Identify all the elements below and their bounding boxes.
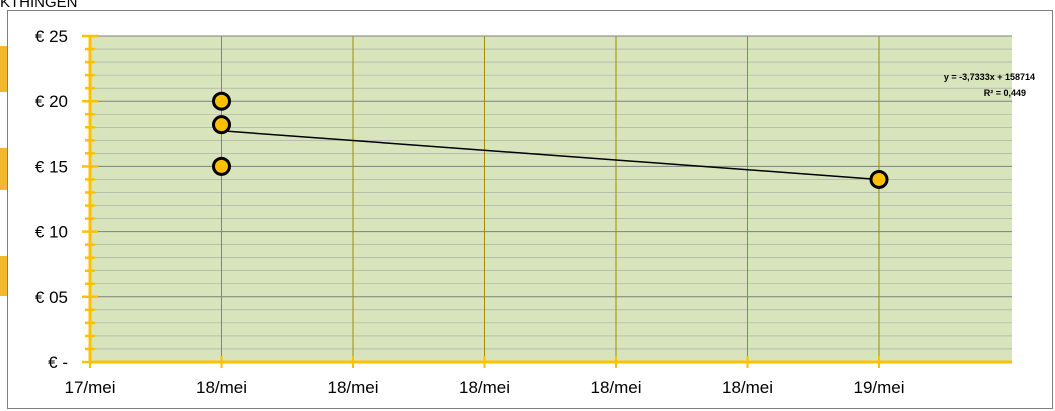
- x-tick-label: 17/mei: [64, 378, 115, 397]
- x-tick-label: 18/mei: [327, 378, 378, 397]
- trendline-equation: y = -3,7333x + 158714: [944, 72, 1035, 82]
- y-tick-label: € 15: [35, 157, 68, 176]
- side-marker-2: [0, 148, 7, 190]
- chart-frame: [7, 10, 1053, 409]
- data-point: [869, 169, 889, 189]
- y-tick-label: € 20: [35, 92, 68, 111]
- y-tick-label: € -: [48, 353, 68, 372]
- y-tick-label: € 10: [35, 223, 68, 242]
- x-tick-label: 18/mei: [590, 378, 641, 397]
- x-tick-label: 18/mei: [196, 378, 247, 397]
- y-tick-label: € 25: [35, 27, 68, 46]
- chart-title-fragment: KTHINGEN: [0, 0, 78, 11]
- x-tick-label: 19/mei: [853, 378, 904, 397]
- plot-area: [90, 36, 1012, 362]
- side-marker-1: [0, 46, 7, 92]
- data-point: [212, 115, 231, 135]
- trendline: [221, 130, 880, 181]
- data-point: [212, 156, 231, 176]
- side-marker-3: [0, 256, 7, 296]
- x-tick-label: 18/mei: [722, 378, 773, 397]
- trendline-r-squared: R² = 0,449: [984, 88, 1026, 98]
- y-tick-label: € 05: [35, 288, 68, 307]
- data-point: [212, 91, 231, 111]
- x-tick-label: 18/mei: [459, 378, 510, 397]
